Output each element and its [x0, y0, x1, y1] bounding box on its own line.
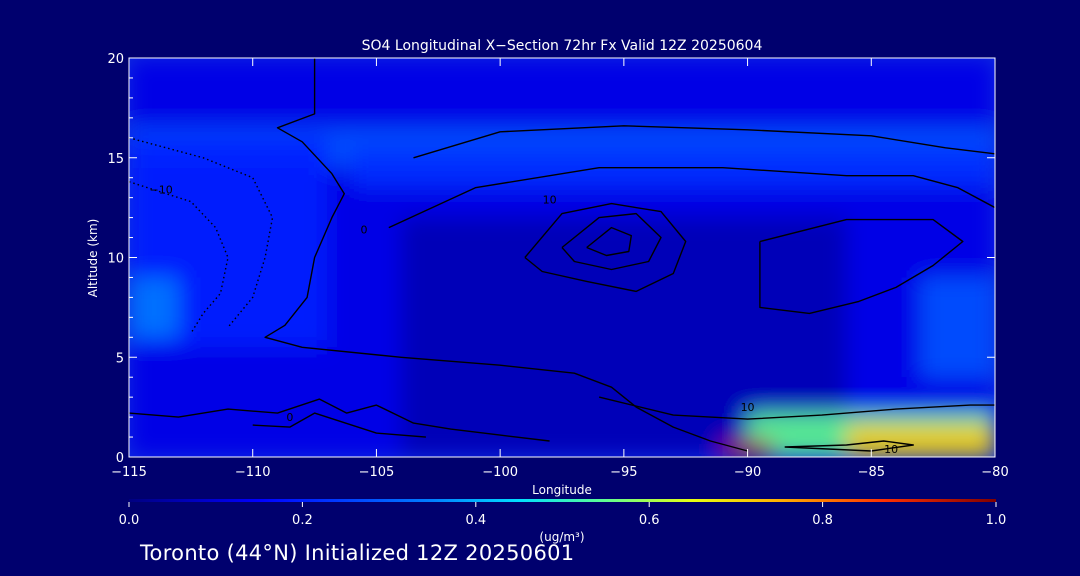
contour-line [129, 181, 229, 334]
x-tick-label: −85 [858, 465, 885, 480]
contour-label: 10 [543, 194, 557, 207]
x-tick-label: −80 [981, 465, 1008, 480]
contour-line [561, 212, 662, 271]
contour-line [413, 125, 995, 159]
y-tick-label: 10 [107, 252, 124, 267]
colorbar-label: (ug/m³) [539, 530, 584, 544]
y-tick-label: 20 [107, 52, 124, 67]
y-tick-label: 0 [116, 451, 124, 466]
x-tick-label: −90 [734, 465, 761, 480]
x-axis-label: Longitude [532, 483, 592, 497]
colorbar-tick-label: 0.6 [639, 513, 660, 528]
chart-title: SO4 Longitudinal X−Section 72hr Fx Valid… [362, 38, 763, 54]
colorbar-ticks: 0.0 0.2 0.4 0.6 0.8 1.0 [119, 502, 1007, 528]
contour-line [129, 398, 550, 442]
contour-line [264, 58, 748, 452]
contour-line [784, 440, 914, 452]
y-tick-label: 15 [107, 152, 124, 167]
contour-label: 10 [884, 443, 898, 456]
x-axis: −115 −110 −105 −100 −95 −90 −85 −80 [111, 58, 1009, 480]
contour-label: 0 [361, 224, 368, 237]
contour-line [759, 218, 964, 315]
x-tick-label: −115 [111, 465, 147, 480]
x-tick-label: −100 [482, 465, 518, 480]
contour-line [586, 226, 632, 257]
contour-line [129, 137, 274, 328]
colorbar-tick-label: 0.8 [812, 513, 833, 528]
contour-label: −10 [150, 184, 173, 197]
y-axis: 0 5 10 15 20 [107, 52, 995, 466]
concentration-field [129, 58, 995, 457]
colorbar-tick-label: 0.2 [292, 513, 313, 528]
colorbar-tick-label: 0.4 [465, 513, 486, 528]
footer-caption: Toronto (44°N) Initialized 12Z 20250601 [140, 541, 575, 565]
contour-line [388, 167, 995, 229]
colorbar [129, 499, 996, 502]
x-tick-label: −105 [359, 465, 395, 480]
y-tick-label: 5 [116, 351, 124, 366]
colorbar-tick-label: 1.0 [986, 513, 1007, 528]
contour-line [252, 412, 426, 438]
contour-lines: 0 0 10 10 10 −10 [129, 58, 995, 456]
plot-area: 0 0 10 10 10 −10 [129, 58, 995, 457]
colorbar-tick-label: 0.0 [119, 513, 140, 528]
x-tick-label: −95 [610, 465, 637, 480]
field-region [920, 277, 995, 378]
contour-line [598, 396, 995, 420]
field-region [846, 425, 995, 457]
contour-line [524, 202, 687, 293]
field-region [129, 277, 179, 338]
x-tick-label: −110 [235, 465, 271, 480]
y-axis-label: Altitude (km) [86, 219, 100, 298]
contour-label: 10 [741, 401, 755, 414]
contour-label: 0 [286, 411, 293, 424]
